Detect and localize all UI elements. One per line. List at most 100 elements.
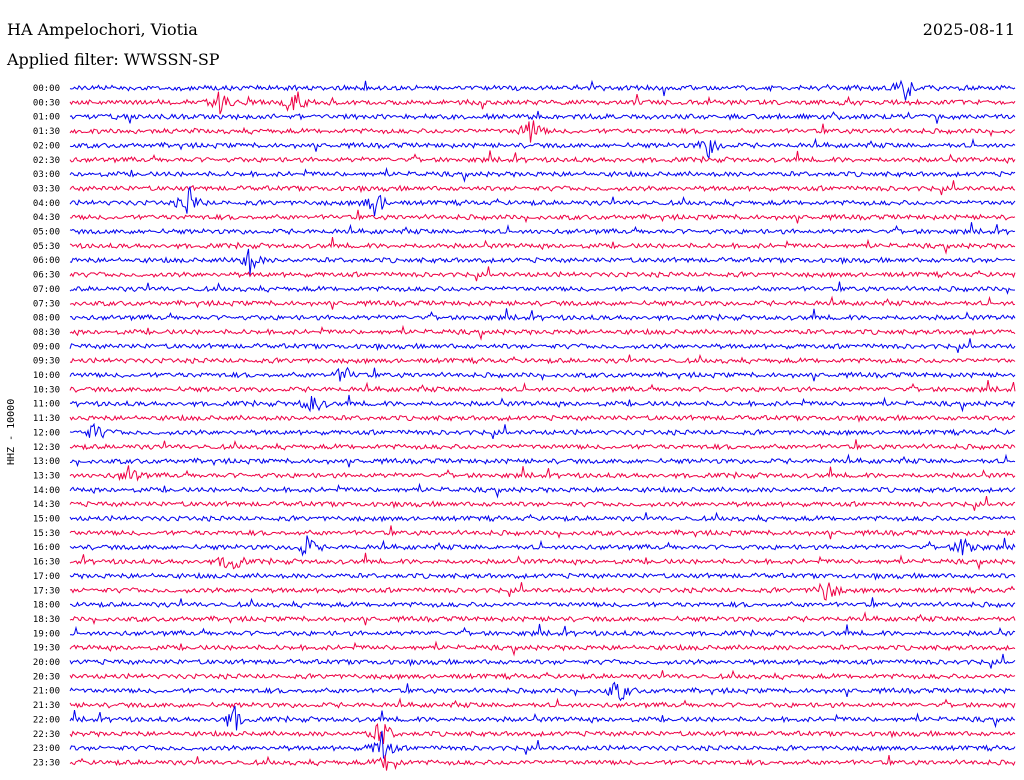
trace-line — [69, 496, 1016, 511]
trace-line — [69, 209, 1016, 224]
trace-line — [69, 394, 1016, 413]
trace-line — [69, 281, 1016, 295]
row-time-label: 09:00 — [33, 342, 60, 352]
row-time-label: 12:30 — [33, 443, 60, 453]
trace-line — [69, 705, 1016, 731]
date-label: 2025-08-11 — [922, 20, 1015, 39]
trace-line — [69, 525, 1016, 540]
row-time-label: 10:00 — [33, 371, 60, 381]
row-time-label: 19:30 — [33, 644, 60, 654]
row-time-label: 07:00 — [33, 285, 60, 295]
row-time-label: 03:30 — [33, 184, 60, 194]
row-time-label: 17:00 — [33, 572, 60, 582]
trace-line — [69, 582, 1016, 601]
trace-line — [69, 723, 1016, 744]
trace-line — [69, 186, 1016, 217]
trace-line — [69, 295, 1016, 310]
trace-line — [69, 730, 1016, 759]
row-time-label: 18:30 — [33, 615, 60, 625]
trace-line — [69, 91, 1016, 115]
station-title: HA Ampelochori, Viotia — [7, 20, 198, 39]
trace-line — [69, 511, 1016, 523]
trace-line — [69, 535, 1016, 557]
trace-line — [69, 79, 1016, 101]
trace-line — [69, 266, 1016, 282]
trace-line — [69, 681, 1016, 702]
row-time-label: 13:30 — [33, 471, 60, 481]
row-time-label: 23:00 — [33, 744, 60, 754]
row-time-label: 03:00 — [33, 170, 60, 180]
row-time-label: 06:30 — [33, 271, 60, 281]
row-time-label: 21:30 — [33, 701, 60, 711]
row-time-label: 08:30 — [33, 328, 60, 338]
trace-line — [69, 640, 1016, 657]
row-time-label: 10:30 — [33, 385, 60, 395]
trace-line — [69, 380, 1016, 394]
trace-line — [69, 465, 1016, 482]
trace-line — [69, 120, 1016, 143]
filter-label: Applied filter: WWSSN-SP — [7, 50, 220, 69]
row-time-label: 19:00 — [33, 629, 60, 639]
row-time-label: 07:30 — [33, 299, 60, 309]
trace-line — [69, 180, 1016, 196]
trace-line — [69, 338, 1016, 353]
trace-line — [69, 552, 1016, 571]
row-time-label: 22:30 — [33, 730, 60, 740]
trace-line — [69, 248, 1016, 276]
trace-line — [69, 110, 1016, 124]
row-time-label: 14:30 — [33, 500, 60, 510]
row-time-label: 02:30 — [33, 156, 60, 166]
trace-line — [69, 166, 1016, 183]
row-time-label: 23:30 — [33, 758, 60, 768]
row-time-label: 13:00 — [33, 457, 60, 467]
trace-line — [69, 308, 1016, 322]
trace-line — [69, 324, 1016, 341]
trace-line — [69, 611, 1016, 626]
trace-line — [69, 422, 1016, 440]
trace-line — [69, 755, 1016, 771]
trace-line — [69, 366, 1016, 382]
trace-line — [69, 439, 1016, 451]
trace-line — [69, 571, 1016, 581]
row-time-label: 16:30 — [33, 558, 60, 568]
row-time-label: 04:30 — [33, 213, 60, 223]
row-time-label: 15:30 — [33, 529, 60, 539]
row-time-label: 11:00 — [33, 400, 60, 410]
row-time-label: 22:00 — [33, 715, 60, 725]
trace-line — [69, 669, 1016, 681]
row-time-label: 01:00 — [33, 113, 60, 123]
trace-line — [69, 414, 1016, 423]
trace-line — [69, 453, 1016, 468]
trace-line — [69, 353, 1016, 365]
trace-line — [69, 623, 1016, 638]
trace-line — [69, 150, 1016, 165]
trace-line — [69, 237, 1016, 255]
trace-line — [69, 482, 1016, 499]
row-time-label: 15:00 — [33, 515, 60, 525]
row-time-label: 04:00 — [33, 199, 60, 209]
row-time-label: 00:30 — [33, 98, 60, 108]
row-time-label: 16:00 — [33, 543, 60, 553]
row-time-label: 12:00 — [33, 428, 60, 438]
row-time-label: 20:00 — [33, 658, 60, 668]
row-time-label: 01:30 — [33, 127, 60, 137]
row-time-label: 00:00 — [33, 84, 60, 94]
row-time-label: 17:30 — [33, 586, 60, 596]
row-time-label: 09:30 — [33, 357, 60, 367]
trace-line — [69, 597, 1016, 609]
row-time-label: 11:30 — [33, 414, 60, 424]
trace-line — [69, 137, 1016, 160]
row-time-label: 02:00 — [33, 141, 60, 151]
row-time-label: 20:30 — [33, 672, 60, 682]
row-time-label: 14:00 — [33, 486, 60, 496]
trace-line — [69, 697, 1016, 709]
trace-line — [69, 653, 1016, 669]
trace-line — [69, 222, 1016, 236]
row-time-label: 18:00 — [33, 601, 60, 611]
row-time-label: 05:30 — [33, 242, 60, 252]
row-time-label: 08:00 — [33, 314, 60, 324]
row-time-label: 06:00 — [33, 256, 60, 266]
row-time-label: 05:00 — [33, 228, 60, 238]
row-time-label: 21:00 — [33, 687, 60, 697]
